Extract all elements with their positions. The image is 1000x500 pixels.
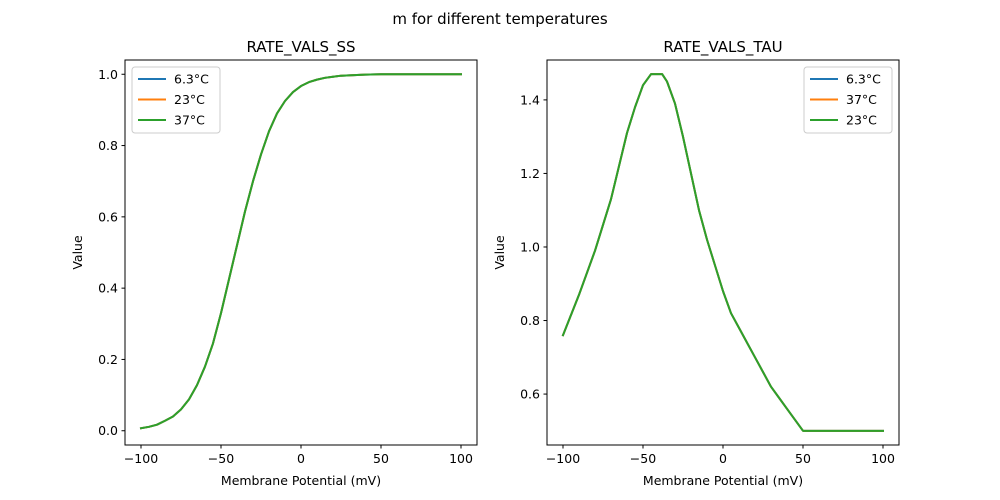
panel-rate-vals-tau: −100 −50 0 50 100 0.6 0.8 1.0 1.2 1.4 Membrane Pot…: [492, 38, 900, 488]
chart-1-y-tick-label: 0.8: [520, 313, 540, 328]
chart-0-y-tick-label: 0.2: [98, 352, 118, 367]
chart-0-y-tick-label: 0.4: [98, 281, 118, 296]
chart-0-x-axis-label: Membrane Potential (mV): [221, 473, 381, 488]
chart-1-legend-frame: [803, 66, 893, 134]
chart-0-legend-frame: [131, 66, 221, 134]
chart-0-x-tick-label: 50: [373, 451, 389, 466]
chart-1-x-axis-label: Membrane Potential (mV): [643, 473, 803, 488]
chart-1-legend: 6.3°C 37°C 23°C: [803, 66, 893, 134]
chart-0-y-tick-label: 1.0: [98, 67, 118, 82]
chart-1-series-line-23-c: [561, 73, 884, 432]
chart-0-x-tick-label: 0: [297, 451, 305, 466]
chart-0-y-tick-label: 0.8: [98, 138, 118, 153]
chart-0-series-line-37-c: [139, 73, 462, 430]
chart-1-y-tick-label: 1.2: [520, 166, 540, 181]
chart-1-x-tick-label: −50: [630, 451, 656, 466]
chart-1-legend-label-6-3-c: 6.3°C: [846, 72, 881, 87]
chart-0-y-tick-label: 0.0: [98, 423, 118, 438]
chart-0-legend-label-6-3-c: 6.3°C: [174, 72, 209, 87]
chart-1-x-tick-label: 50: [795, 451, 811, 466]
chart-0-title: RATE_VALS_SS: [246, 38, 355, 57]
figure-suptitle: m for different temperatures: [392, 10, 608, 28]
chart-0-legend-label-37-c: 37°C: [174, 113, 205, 128]
chart-1-x-tick-label: 0: [719, 451, 727, 466]
panel-rate-vals-ss: −100 −50 0 50 100 0.0 0.2 0.4 0.6 0.8 1.0 Membrane …: [70, 38, 478, 488]
chart-0-y-axis-label: Value: [70, 235, 85, 270]
chart-1-y-tick-label: 1.4: [520, 92, 540, 107]
chart-0-x-tick-label: −50: [208, 451, 234, 466]
chart-0-legend: 6.3°C 23°C 37°C: [131, 66, 221, 134]
chart-1-legend-label-23-c: 23°C: [846, 113, 877, 128]
chart-0-x-tick-label: 100: [449, 451, 473, 466]
chart-0-legend-label-23-c: 23°C: [174, 92, 205, 107]
chart-0-x-tick-label: −100: [124, 451, 158, 466]
chart-1-y-tick-label: 0.6: [520, 387, 540, 402]
chart-1-legend-label-37-c: 37°C: [846, 92, 877, 107]
chart-1-x-tick-label: 100: [871, 451, 895, 466]
chart-1-y-axis-label: Value: [492, 235, 507, 270]
chart-1-x-tick-label: −100: [546, 451, 580, 466]
chart-1-title: RATE_VALS_TAU: [663, 38, 782, 57]
chart-0-y-tick-label: 0.6: [98, 209, 118, 224]
chart-1-y-tick-label: 1.0: [520, 239, 540, 254]
